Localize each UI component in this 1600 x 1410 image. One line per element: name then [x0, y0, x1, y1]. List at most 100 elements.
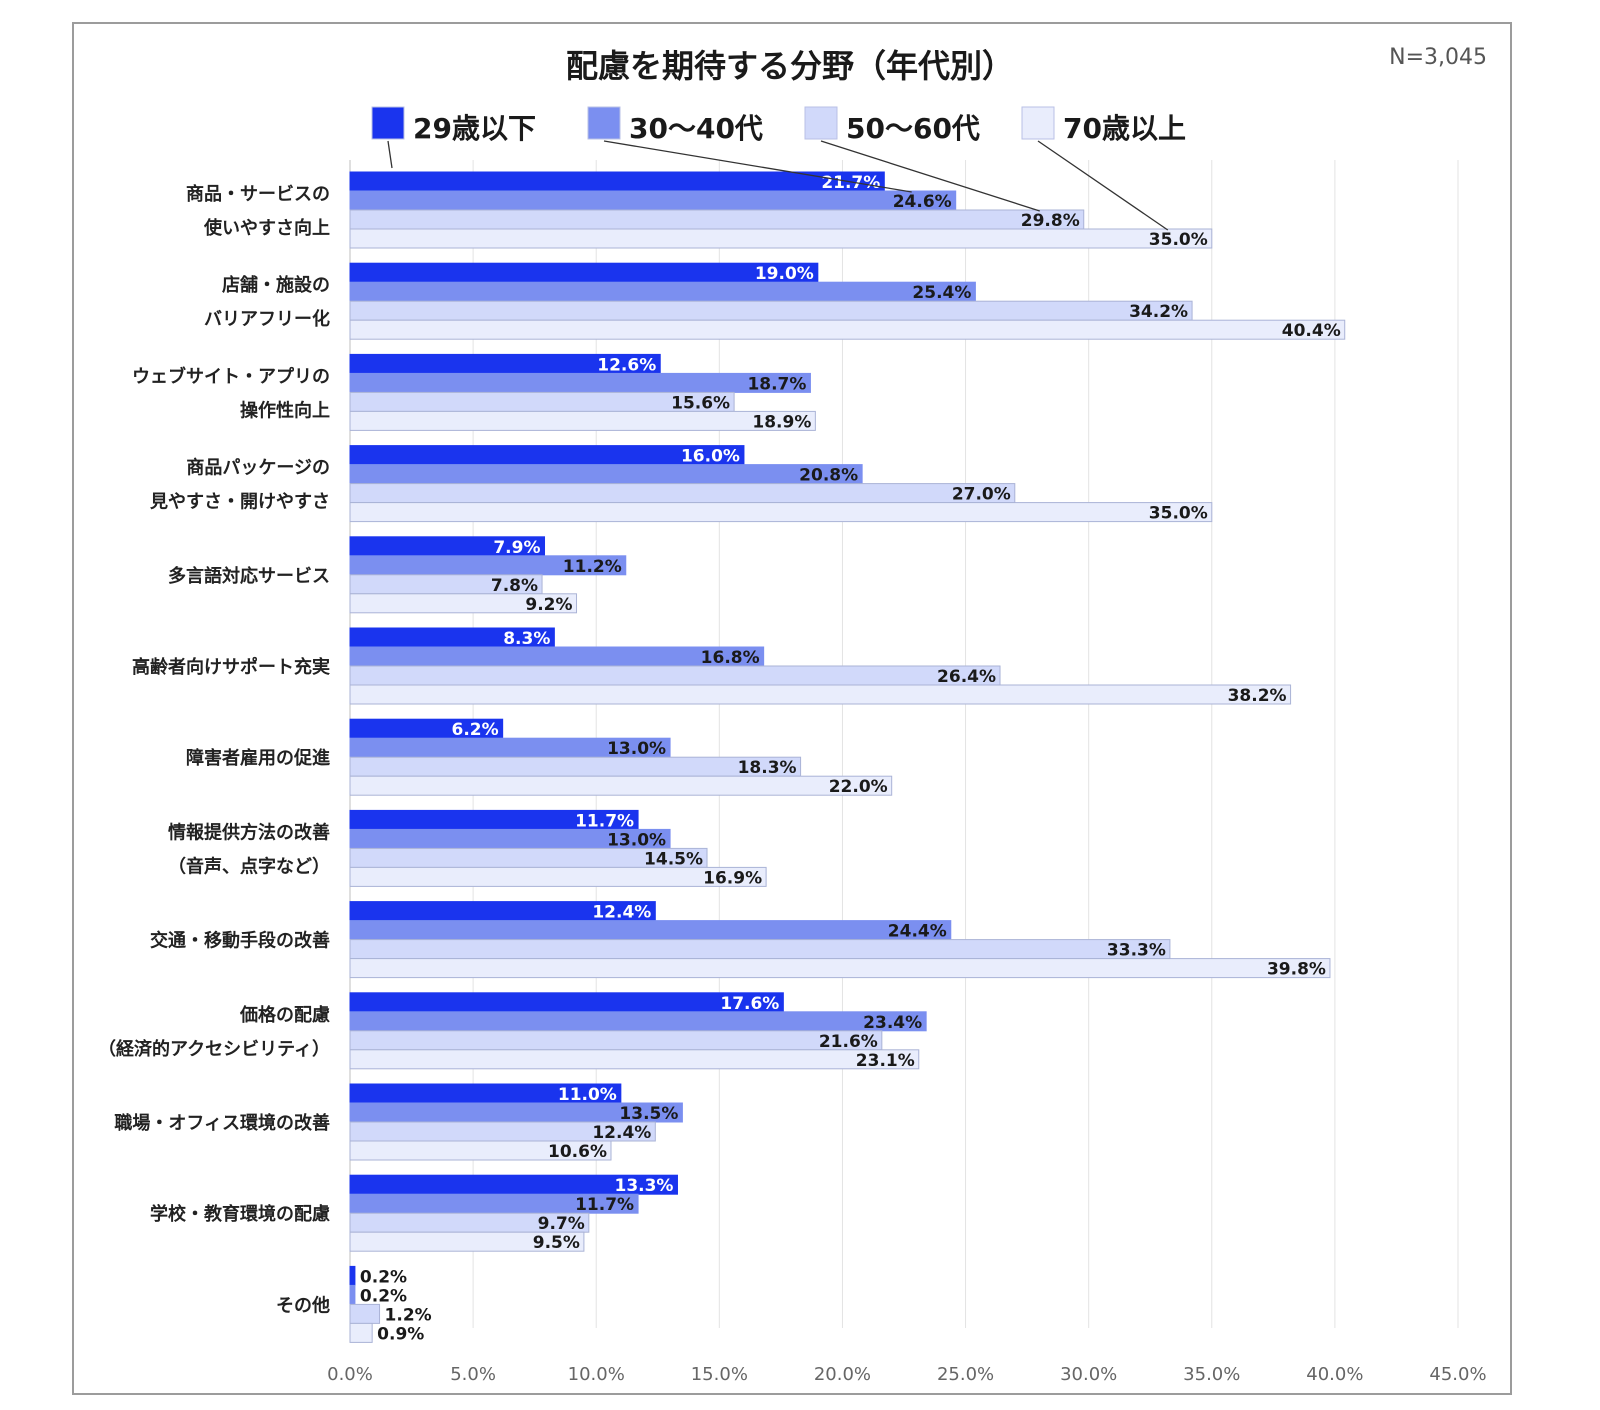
legend-swatch — [371, 106, 405, 140]
value-label: 25.4% — [912, 283, 971, 303]
bar — [349, 209, 1085, 230]
value-label: 20.8% — [799, 466, 858, 486]
value-label: 24.4% — [888, 922, 947, 942]
value-label: 23.1% — [856, 1051, 915, 1071]
x-tick-label: 0.0% — [327, 1364, 373, 1385]
bar — [349, 866, 767, 887]
legend-leader-line — [820, 140, 1040, 212]
bar — [349, 502, 1213, 523]
category-label: 職場・オフィス環境の改善 — [114, 1112, 330, 1134]
bar — [349, 665, 1001, 686]
bar — [349, 190, 957, 211]
category-label: 高齢者向けサポート充実 — [132, 656, 330, 678]
value-label: 9.2% — [525, 595, 572, 615]
category-label: （経済的アクセシビリティ） — [98, 1038, 330, 1060]
bar — [349, 1303, 381, 1324]
category-label: バリアフリー化 — [204, 308, 330, 330]
bar — [349, 262, 819, 283]
value-label: 8.3% — [503, 629, 550, 649]
category-label: 商品・サービスの — [186, 183, 330, 205]
bar — [349, 958, 1331, 979]
x-tick-label: 30.0% — [1060, 1364, 1117, 1385]
x-tick-label: 15.0% — [691, 1364, 748, 1385]
value-label: 24.6% — [893, 192, 952, 212]
value-label: 10.6% — [548, 1142, 607, 1162]
value-label: 13.0% — [607, 739, 666, 759]
value-label: 16.8% — [701, 648, 760, 668]
x-tick-label: 20.0% — [814, 1364, 871, 1385]
value-label: 21.7% — [821, 173, 880, 193]
value-label: 16.0% — [681, 447, 740, 467]
value-label: 6.2% — [452, 720, 499, 740]
category-label: 多言語対応サービス — [168, 565, 330, 587]
value-label: 11.7% — [575, 1195, 634, 1215]
value-label: 23.4% — [863, 1013, 922, 1033]
legend-swatch — [587, 106, 621, 140]
value-label: 15.6% — [671, 393, 730, 413]
value-label: 13.5% — [619, 1104, 678, 1124]
value-label: 18.7% — [747, 374, 806, 394]
category-label: 商品パッケージの — [186, 457, 330, 479]
category-label: 障害者雇用の促進 — [186, 747, 330, 769]
bar — [349, 1265, 356, 1286]
value-label: 18.9% — [752, 412, 811, 432]
value-label: 11.2% — [563, 557, 622, 577]
value-label: 27.0% — [952, 485, 1011, 505]
value-label: 11.0% — [558, 1085, 617, 1105]
value-label: 14.5% — [644, 849, 703, 869]
bar — [349, 1049, 920, 1070]
value-label: 19.0% — [755, 264, 814, 284]
value-label: 9.5% — [533, 1233, 580, 1253]
legend-leader-line — [387, 140, 393, 169]
legend-leader-line — [1037, 140, 1169, 231]
legend-label: 70歳以上 — [1063, 112, 1186, 145]
bar — [349, 464, 863, 485]
value-label: 40.4% — [1282, 321, 1341, 341]
x-tick-label: 10.0% — [568, 1364, 625, 1385]
bar — [349, 1322, 373, 1343]
bar — [349, 1284, 356, 1305]
bar — [349, 756, 802, 777]
bar — [349, 319, 1346, 340]
bar — [349, 992, 784, 1013]
bar — [349, 300, 1193, 321]
legend-label: 50〜60代 — [846, 112, 980, 145]
legend-swatch — [804, 106, 838, 140]
value-label: 12.4% — [592, 1123, 651, 1143]
legend-leader-line — [603, 140, 912, 193]
bar — [349, 1030, 883, 1051]
value-label: 7.9% — [493, 538, 540, 558]
category-label: 見やすさ・開けやすさ — [149, 492, 330, 513]
legend-swatch — [1021, 106, 1055, 140]
legend-label: 30〜40代 — [629, 112, 763, 145]
category-label: 操作性向上 — [240, 399, 330, 421]
bar — [349, 775, 893, 796]
value-label: 33.3% — [1107, 941, 1166, 961]
value-label: 18.3% — [738, 758, 797, 778]
value-label: 13.0% — [607, 830, 666, 850]
value-label: 29.8% — [1021, 211, 1080, 231]
category-label: 価格の配慮 — [239, 1004, 330, 1026]
value-label: 0.2% — [360, 1286, 407, 1306]
legend-label: 29歳以下 — [413, 112, 536, 145]
bar — [349, 1231, 585, 1252]
chart-frame — [72, 22, 1512, 1395]
value-label: 16.9% — [703, 868, 762, 888]
bar — [349, 1011, 927, 1032]
bar — [349, 684, 1292, 705]
value-label: 12.4% — [592, 903, 651, 923]
bar — [349, 228, 1213, 249]
bar — [349, 372, 811, 393]
value-label: 13.3% — [614, 1176, 673, 1196]
x-tick-label: 5.0% — [450, 1364, 496, 1385]
value-label: 0.9% — [377, 1324, 424, 1344]
value-label: 12.6% — [597, 355, 656, 375]
category-label: その他 — [276, 1294, 330, 1316]
bar — [349, 593, 578, 614]
value-label: 26.4% — [937, 667, 996, 687]
x-tick-label: 40.0% — [1306, 1364, 1363, 1385]
bar — [349, 483, 1016, 504]
bar — [349, 920, 952, 941]
sample-size-label: N=3,045 — [1389, 45, 1487, 70]
category-label: 学校・教育環境の配慮 — [150, 1203, 330, 1225]
